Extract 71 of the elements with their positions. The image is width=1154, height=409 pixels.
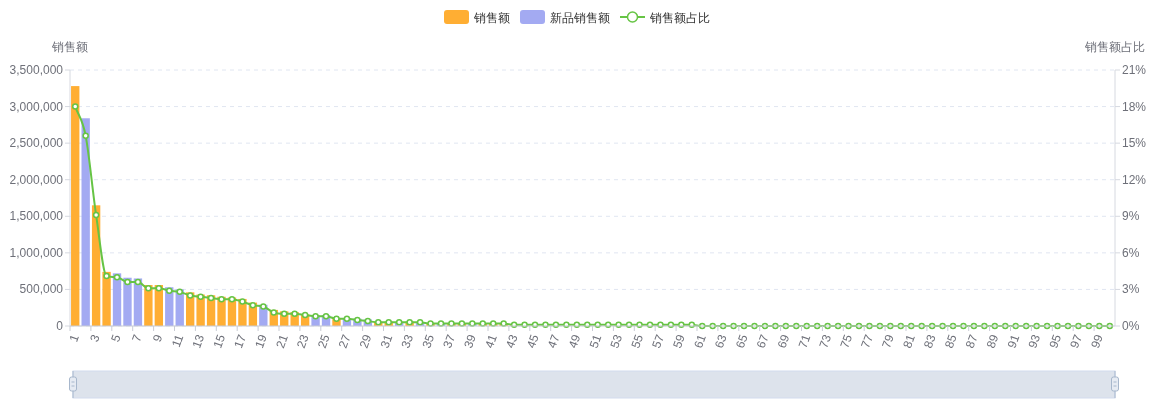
x-tick-label: 21 <box>273 332 291 350</box>
x-tick-label: 91 <box>1004 332 1023 350</box>
x-tick-label: 87 <box>962 332 981 350</box>
x-tick-label: 5 <box>108 332 124 344</box>
x-tick-label: 71 <box>795 332 814 350</box>
x-tick-label: 33 <box>398 332 417 350</box>
x-tick-label: 49 <box>565 332 584 350</box>
y-axis-title: 销售额 <box>51 40 88 54</box>
x-tick-label: 31 <box>377 332 396 350</box>
y2-tick-label: 6% <box>1122 245 1140 260</box>
x-tick-label: 25 <box>314 332 333 350</box>
x-tick-label: 79 <box>879 332 898 350</box>
x-tick-label: 9 <box>149 332 166 344</box>
x-tick-label: 57 <box>649 332 668 350</box>
x-tick-label: 13 <box>189 332 208 350</box>
x-tick-label: 41 <box>482 332 500 350</box>
x-tick-label: 15 <box>210 332 229 350</box>
x-tick-label: 27 <box>335 332 354 350</box>
y2-tick-label: 3% <box>1122 282 1140 297</box>
y2-tick-label: 18% <box>1122 99 1147 114</box>
x-tick-label: 59 <box>670 332 689 350</box>
x-tick-label: 61 <box>691 332 709 350</box>
x-tick-label: 69 <box>774 332 793 350</box>
x-tick-label: 81 <box>900 332 918 350</box>
x-tick-label: 43 <box>502 332 521 350</box>
x-tick-label: 89 <box>983 332 1002 350</box>
y-tick-label: 3,000,000 <box>9 99 64 114</box>
x-tick-label: 19 <box>252 332 271 350</box>
y-tick-label: 1,000,000 <box>9 245 64 260</box>
x-tick-label: 3 <box>87 332 103 344</box>
x-tick-label: 63 <box>711 332 730 350</box>
x-tick-label: 1 <box>66 332 82 344</box>
x-tick-label: 99 <box>1088 332 1107 350</box>
legend-label: 销售额 <box>473 10 510 25</box>
y2-tick-label: 21% <box>1122 63 1147 77</box>
x-tick-label: 53 <box>607 332 626 350</box>
legend-label: 销售额占比 <box>649 10 710 25</box>
x-tick-label: 85 <box>941 332 960 350</box>
x-tick-label: 7 <box>129 332 145 344</box>
y-tick-label: 3,500,000 <box>9 63 64 77</box>
y2-tick-label: 12% <box>1122 172 1147 187</box>
x-tick-label: 93 <box>1025 332 1044 350</box>
x-tick-label: 83 <box>920 332 939 350</box>
x-tick-label: 67 <box>753 332 772 350</box>
y-tick-label: 2,500,000 <box>9 136 64 151</box>
x-tick-label: 51 <box>586 332 605 350</box>
y-tick-label: 500,000 <box>19 282 64 297</box>
x-tick-label: 17 <box>231 332 250 350</box>
x-tick-label: 35 <box>419 332 438 350</box>
y2-tick-label: 9% <box>1122 209 1140 224</box>
legend-label: 新品销售额 <box>550 10 610 25</box>
y2-tick-label: 0% <box>1122 319 1140 333</box>
y-tick-label: 0 <box>56 319 64 333</box>
x-tick-label: 29 <box>356 332 375 350</box>
y-tick-label: 1,500,000 <box>9 209 64 224</box>
x-tick-label: 47 <box>544 332 563 350</box>
x-tick-label: 73 <box>816 332 835 350</box>
x-tick-label: 37 <box>440 332 459 350</box>
x-tick-label: 11 <box>168 332 187 350</box>
x-tick-label: 97 <box>1067 332 1086 350</box>
x-tick-label: 55 <box>628 332 647 350</box>
x-tick-label: 65 <box>732 332 751 350</box>
y2-axis-title: 销售额占比 <box>1084 40 1145 54</box>
x-tick-label: 95 <box>1046 332 1065 350</box>
y-tick-label: 2,000,000 <box>9 172 64 187</box>
x-tick-label: 39 <box>461 332 480 350</box>
x-tick-label: 45 <box>523 332 542 350</box>
y2-tick-label: 15% <box>1122 136 1147 151</box>
x-tick-label: 23 <box>293 332 312 350</box>
x-tick-label: 75 <box>837 332 856 350</box>
x-tick-label: 77 <box>858 332 877 350</box>
